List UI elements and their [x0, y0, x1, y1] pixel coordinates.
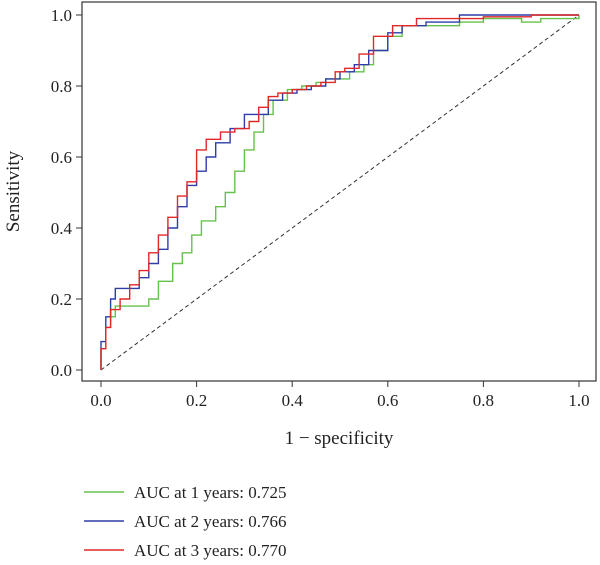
legend-label-series-2: AUC at 2 years: 0.766 [134, 512, 287, 531]
y-tick-label: 0.6 [51, 148, 72, 167]
legend-label-series-3: AUC at 3 years: 0.770 [134, 541, 287, 560]
y-tick-label: 0.4 [51, 219, 73, 238]
y-axis-title: Sensitivity [3, 150, 24, 232]
x-axis-title: 1 − specificity [285, 428, 394, 449]
x-tick-label: 0.6 [377, 391, 398, 410]
legend: AUC at 1 years: 0.725 AUC at 2 years: 0.7… [84, 483, 287, 560]
plot-area [100, 14, 580, 371]
y-tick-label: 0.8 [51, 77, 72, 96]
x-tick-label: 0.0 [90, 391, 111, 410]
roc-line-series-3 [100, 14, 579, 370]
y-tick-label: 1.0 [51, 6, 72, 25]
axes: 0.0 0.2 0.4 0.6 0.8 1.0 0.0 0.2 0.4 0.6 0.8 1.0 [51, 1, 597, 410]
reference-diagonal-line [100, 14, 580, 371]
x-tick-label: 0.2 [186, 391, 207, 410]
plot-frame [81, 1, 597, 382]
y-tick-label: 0.2 [51, 290, 72, 309]
x-tick-label: 0.8 [473, 391, 494, 410]
x-tick-label: 1.0 [568, 391, 589, 410]
x-tick-label: 0.4 [282, 391, 304, 410]
legend-label-series-1: AUC at 1 years: 0.725 [134, 483, 287, 502]
y-tick-label: 0.0 [51, 361, 72, 380]
